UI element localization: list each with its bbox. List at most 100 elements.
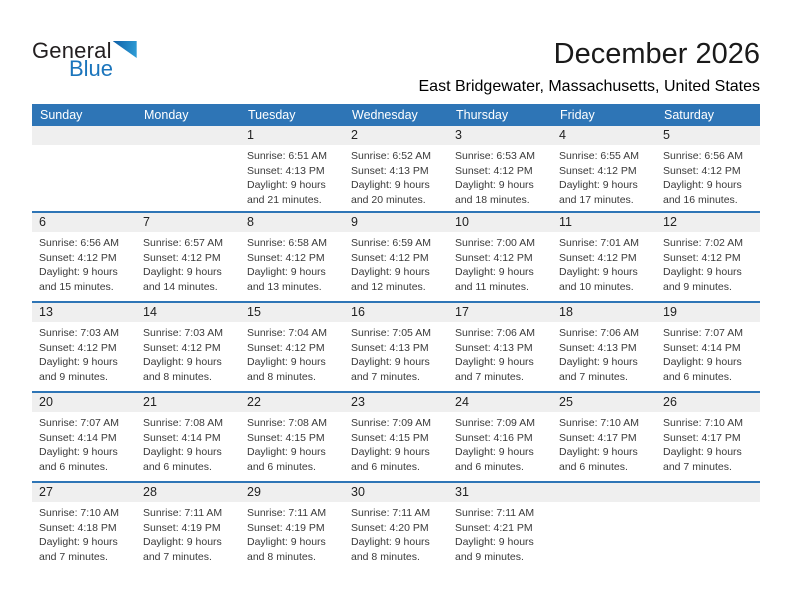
day-cell: 18 Sunrise: 7:06 AM Sunset: 4:13 PM Dayligh… bbox=[552, 303, 656, 391]
logo-text-general: General bbox=[32, 38, 112, 63]
day-cell: 4 Sunrise: 6:55 AM Sunset: 4:12 PM Daylight… bbox=[552, 126, 656, 211]
title-block: December 2026 East Bridgewater, Massachu… bbox=[419, 38, 761, 96]
sunrise-text: Sunrise: 6:52 AM bbox=[351, 150, 431, 162]
day-cell: 5 Sunrise: 6:56 AM Sunset: 4:12 PM Daylight… bbox=[656, 126, 760, 211]
sunset-text: Sunset: 4:19 PM bbox=[247, 521, 325, 534]
day-number: 9 bbox=[344, 213, 448, 232]
day-number bbox=[32, 126, 136, 145]
empty-day-cell bbox=[32, 126, 136, 211]
day-cell: 8 Sunrise: 6:58 AM Sunset: 4:12 PM Daylight… bbox=[240, 213, 344, 301]
sunset-text: Sunset: 4:14 PM bbox=[39, 431, 117, 444]
day-info: Sunrise: 6:52 AM Sunset: 4:13 PM Daylight:… bbox=[344, 145, 448, 207]
day-number: 23 bbox=[344, 393, 448, 412]
sunset-text: Sunset: 4:13 PM bbox=[247, 164, 325, 177]
day-cell: 14 Sunrise: 7:03 AM Sunset: 4:12 PM Dayligh… bbox=[136, 303, 240, 391]
daylight-text-line1: Daylight: 9 hours bbox=[559, 356, 638, 369]
day-cell: 13 Sunrise: 7:03 AM Sunset: 4:12 PM Dayligh… bbox=[32, 303, 136, 391]
sunrise-text: Sunrise: 7:11 AM bbox=[351, 507, 431, 519]
sunset-text: Sunset: 4:12 PM bbox=[663, 251, 741, 264]
daylight-text-line1: Daylight: 9 hours bbox=[351, 266, 430, 279]
weekday-header-label: Thursday bbox=[456, 108, 509, 122]
daylight-text-line1: Daylight: 9 hours bbox=[143, 446, 222, 459]
day-number: 19 bbox=[656, 303, 760, 322]
day-number bbox=[136, 126, 240, 145]
sunrise-text: Sunrise: 7:06 AM bbox=[455, 327, 535, 339]
sunset-text: Sunset: 4:12 PM bbox=[247, 251, 325, 264]
sunrise-text: Sunrise: 6:59 AM bbox=[351, 237, 431, 249]
day-cell: 22 Sunrise: 7:08 AM Sunset: 4:15 PM Dayligh… bbox=[240, 393, 344, 481]
sunset-text: Sunset: 4:15 PM bbox=[247, 431, 325, 444]
day-cell: 6 Sunrise: 6:56 AM Sunset: 4:12 PM Daylight… bbox=[32, 213, 136, 301]
daylight-text-line2: and 6 minutes. bbox=[351, 460, 420, 473]
day-cell: 7 Sunrise: 6:57 AM Sunset: 4:12 PM Daylight… bbox=[136, 213, 240, 301]
day-number: 31 bbox=[448, 483, 552, 502]
sunset-text: Sunset: 4:14 PM bbox=[143, 431, 221, 444]
day-number: 4 bbox=[552, 126, 656, 145]
daylight-text-line1: Daylight: 9 hours bbox=[559, 446, 638, 459]
day-number: 14 bbox=[136, 303, 240, 322]
daylight-text-line2: and 6 minutes. bbox=[455, 460, 524, 473]
daylight-text-line1: Daylight: 9 hours bbox=[247, 536, 326, 549]
weekday-header-row: Sunday Monday Tuesday Wednesday Thursday Frid… bbox=[32, 104, 760, 126]
day-info: Sunrise: 7:06 AM Sunset: 4:13 PM Daylight:… bbox=[552, 322, 656, 384]
daylight-text-line1: Daylight: 9 hours bbox=[39, 446, 118, 459]
sunrise-text: Sunrise: 7:08 AM bbox=[247, 417, 327, 429]
daylight-text-line1: Daylight: 9 hours bbox=[39, 356, 118, 369]
day-info: Sunrise: 7:06 AM Sunset: 4:13 PM Daylight:… bbox=[448, 322, 552, 384]
weekday-header-label: Sunday bbox=[40, 108, 83, 122]
day-cell: 29 Sunrise: 7:11 AM Sunset: 4:19 PM Dayligh… bbox=[240, 483, 344, 571]
daylight-text-line2: and 9 minutes. bbox=[39, 370, 108, 383]
day-number: 26 bbox=[656, 393, 760, 412]
logo-top-row: General bbox=[32, 40, 137, 62]
sunrise-text: Sunrise: 6:51 AM bbox=[247, 150, 327, 162]
sunset-text: Sunset: 4:12 PM bbox=[559, 251, 637, 264]
day-info: Sunrise: 7:09 AM Sunset: 4:16 PM Daylight:… bbox=[448, 412, 552, 474]
sunrise-text: Sunrise: 6:58 AM bbox=[247, 237, 327, 249]
day-cell: 17 Sunrise: 7:06 AM Sunset: 4:13 PM Dayligh… bbox=[448, 303, 552, 391]
sunset-text: Sunset: 4:12 PM bbox=[559, 164, 637, 177]
sunset-text: Sunset: 4:20 PM bbox=[351, 521, 429, 534]
sunrise-text: Sunrise: 7:10 AM bbox=[663, 417, 743, 429]
day-cell: 21 Sunrise: 7:08 AM Sunset: 4:14 PM Dayligh… bbox=[136, 393, 240, 481]
sunrise-text: Sunrise: 7:01 AM bbox=[559, 237, 639, 249]
sunrise-text: Sunrise: 7:11 AM bbox=[247, 507, 327, 519]
daylight-text-line1: Daylight: 9 hours bbox=[39, 266, 118, 279]
daylight-text-line2: and 6 minutes. bbox=[143, 460, 212, 473]
daylight-text-line1: Daylight: 9 hours bbox=[663, 446, 742, 459]
day-cell: 30 Sunrise: 7:11 AM Sunset: 4:20 PM Dayligh… bbox=[344, 483, 448, 571]
daylight-text-line1: Daylight: 9 hours bbox=[247, 266, 326, 279]
day-info: Sunrise: 6:59 AM Sunset: 4:12 PM Daylight:… bbox=[344, 232, 448, 294]
daylight-text-line1: Daylight: 9 hours bbox=[351, 536, 430, 549]
day-cell: 26 Sunrise: 7:10 AM Sunset: 4:17 PM Dayligh… bbox=[656, 393, 760, 481]
day-number: 27 bbox=[32, 483, 136, 502]
sunrise-text: Sunrise: 7:03 AM bbox=[143, 327, 223, 339]
day-info: Sunrise: 7:07 AM Sunset: 4:14 PM Daylight:… bbox=[656, 322, 760, 384]
day-number: 16 bbox=[344, 303, 448, 322]
daylight-text-line1: Daylight: 9 hours bbox=[663, 266, 742, 279]
day-info: Sunrise: 7:11 AM Sunset: 4:19 PM Daylight:… bbox=[136, 502, 240, 564]
day-info: Sunrise: 7:09 AM Sunset: 4:15 PM Daylight:… bbox=[344, 412, 448, 474]
day-info: Sunrise: 7:07 AM Sunset: 4:14 PM Daylight:… bbox=[32, 412, 136, 474]
daylight-text-line1: Daylight: 9 hours bbox=[351, 179, 430, 192]
daylight-text-line2: and 7 minutes. bbox=[143, 550, 212, 563]
day-number: 21 bbox=[136, 393, 240, 412]
day-number: 30 bbox=[344, 483, 448, 502]
day-info: Sunrise: 7:11 AM Sunset: 4:21 PM Daylight:… bbox=[448, 502, 552, 564]
day-number: 8 bbox=[240, 213, 344, 232]
day-info: Sunrise: 7:04 AM Sunset: 4:12 PM Daylight:… bbox=[240, 322, 344, 384]
daylight-text-line2: and 7 minutes. bbox=[559, 370, 628, 383]
sunrise-text: Sunrise: 7:11 AM bbox=[455, 507, 535, 519]
sunrise-text: Sunrise: 7:07 AM bbox=[663, 327, 743, 339]
weekday-header-label: Saturday bbox=[664, 108, 715, 122]
day-number: 5 bbox=[656, 126, 760, 145]
sunrise-text: Sunrise: 7:09 AM bbox=[455, 417, 535, 429]
sunrise-text: Sunrise: 7:00 AM bbox=[455, 237, 535, 249]
day-info: Sunrise: 7:03 AM Sunset: 4:12 PM Daylight:… bbox=[136, 322, 240, 384]
day-cell: 1 Sunrise: 6:51 AM Sunset: 4:13 PM Daylight… bbox=[240, 126, 344, 211]
day-cell: 9 Sunrise: 6:59 AM Sunset: 4:12 PM Daylight… bbox=[344, 213, 448, 301]
sunset-text: Sunset: 4:12 PM bbox=[455, 164, 533, 177]
daylight-text-line1: Daylight: 9 hours bbox=[455, 179, 534, 192]
day-info: Sunrise: 7:08 AM Sunset: 4:15 PM Daylight:… bbox=[240, 412, 344, 474]
sunrise-text: Sunrise: 7:08 AM bbox=[143, 417, 223, 429]
